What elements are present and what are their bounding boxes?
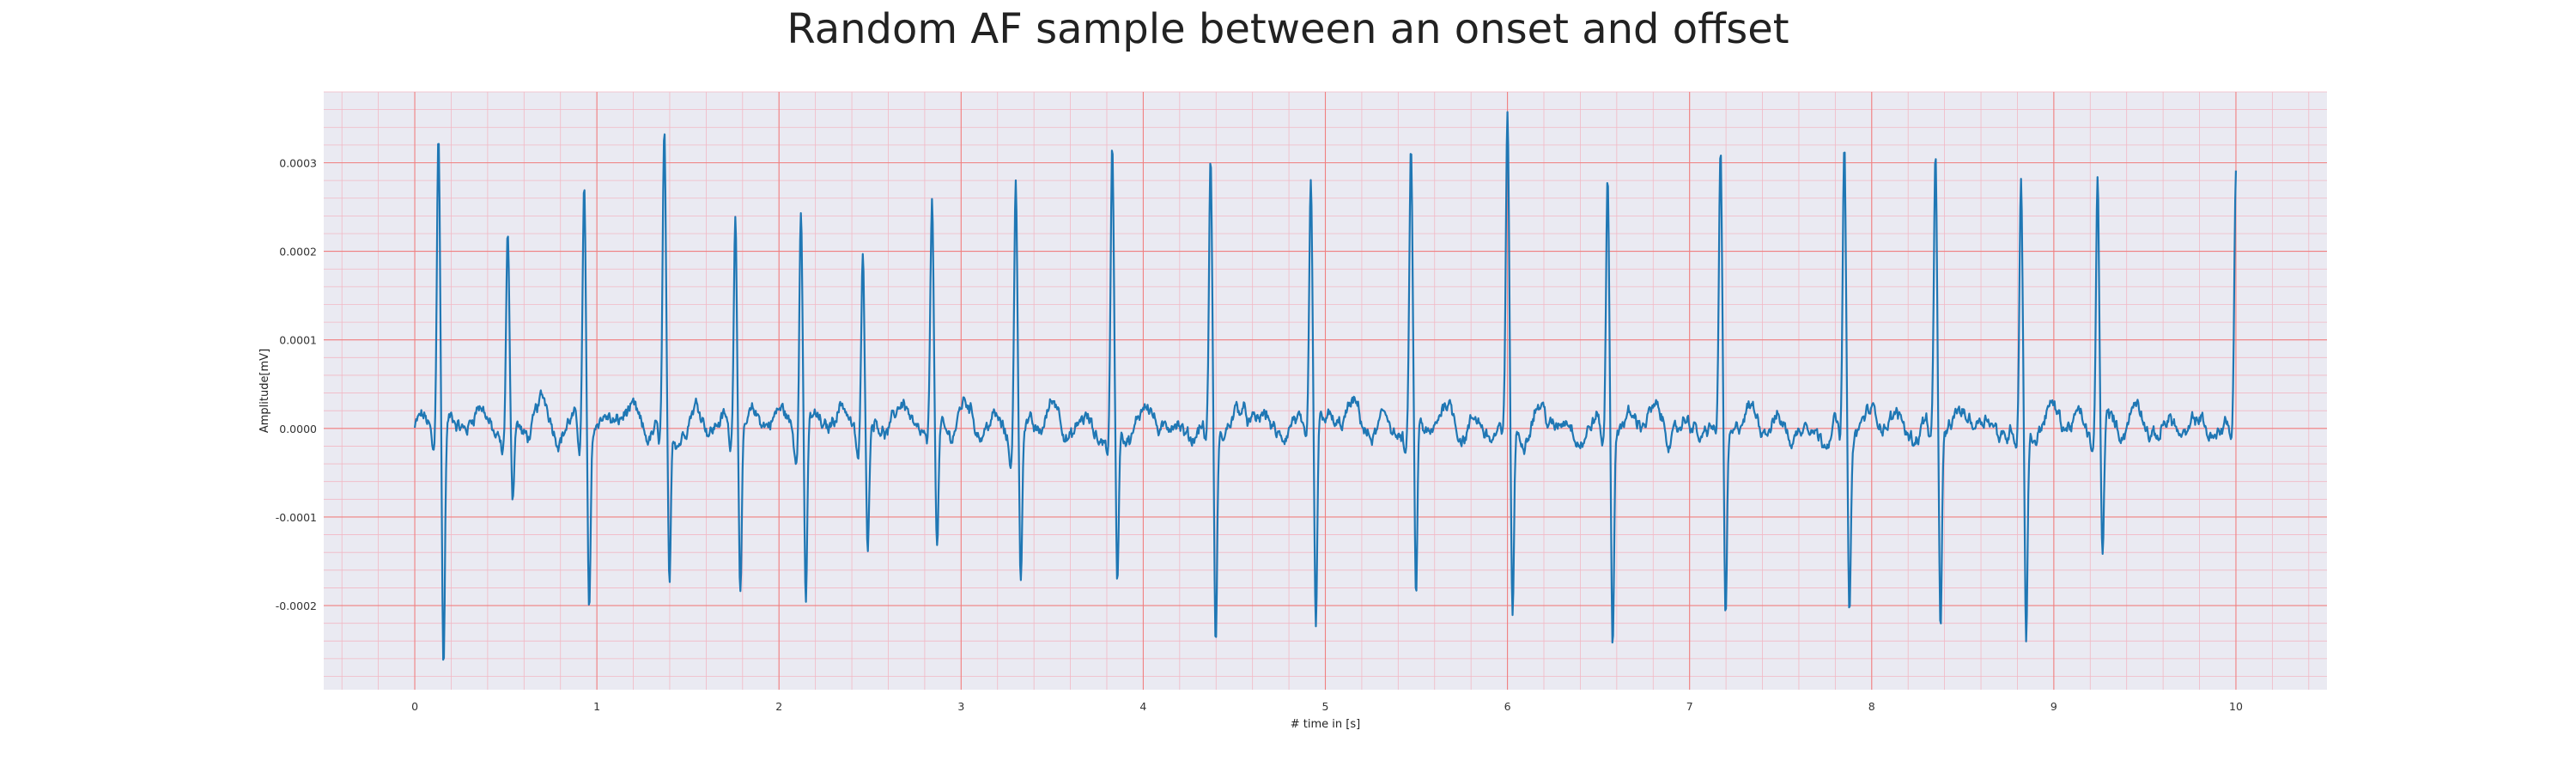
x-tick-label: 4 — [1139, 700, 1146, 713]
y-tick-label: 0.0002 — [279, 246, 317, 259]
y-tick-label: 0.0003 — [279, 156, 317, 169]
x-tick-label: 10 — [2229, 700, 2243, 713]
x-axis-label: # time in [s] — [1291, 718, 1360, 731]
x-tick-label: 0 — [411, 700, 418, 713]
y-tick-label: -0.0002 — [276, 600, 317, 612]
x-tick-label: 8 — [1868, 700, 1875, 713]
x-tick-label: 7 — [1686, 700, 1693, 713]
y-tick-label: 0.0000 — [279, 423, 317, 435]
y-axis-label: Amplitude[mV] — [258, 349, 271, 433]
y-tick-label: 0.0001 — [279, 334, 317, 347]
x-tick-label: 9 — [2050, 700, 2057, 713]
x-tick-label: 5 — [1322, 700, 1329, 713]
x-tick-label: 3 — [957, 700, 964, 713]
x-tick-label: 2 — [775, 700, 782, 713]
x-tick-label: 1 — [593, 700, 600, 713]
y-tick-label: -0.0001 — [276, 511, 317, 524]
x-tick-labels: 0 1 2 3 4 5 6 7 8 9 10 — [411, 700, 2243, 713]
y-tick-labels: -0.0002 -0.0001 0.0000 0.0001 0.0002 0.0003 — [276, 156, 317, 612]
ecg-signal-line — [413, 111, 2238, 661]
x-tick-label: 6 — [1504, 700, 1511, 713]
chart-title: Random AF sample between an onset and of… — [787, 5, 1789, 53]
